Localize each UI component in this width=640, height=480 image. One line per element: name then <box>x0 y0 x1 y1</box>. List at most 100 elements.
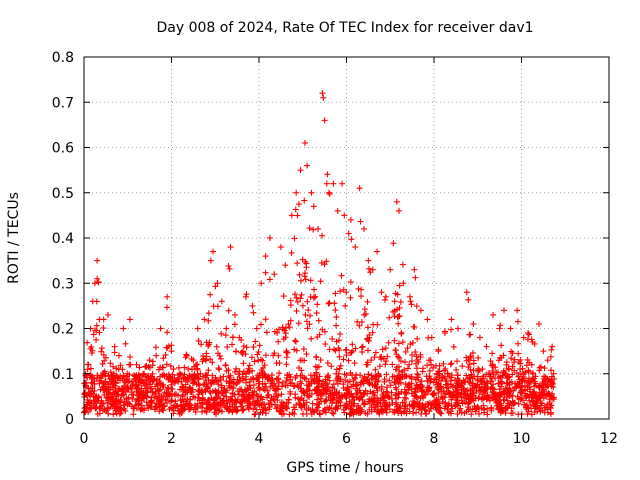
data-point-cloud <box>389 400 396 407</box>
data-point-cloud <box>440 360 447 367</box>
data-point-cloud <box>349 394 356 401</box>
data-point-cloud <box>266 276 273 283</box>
data-point-cloud <box>536 364 543 371</box>
data-point-cloud <box>326 190 333 197</box>
data-point-cloud <box>454 358 461 365</box>
data-point-cloud <box>258 321 265 328</box>
data-point <box>105 311 112 318</box>
data-point-cloud <box>140 380 147 387</box>
data-point-cloud <box>209 359 216 366</box>
data-point <box>501 307 507 314</box>
data-point-cloud <box>276 370 283 377</box>
data-point-cloud <box>535 404 542 411</box>
data-point-cloud <box>548 402 555 409</box>
data-point <box>242 293 249 300</box>
data-point-cloud <box>185 406 192 413</box>
data-point-cloud <box>448 374 455 381</box>
data-point-cloud <box>143 399 150 406</box>
data-point-cloud <box>286 324 293 331</box>
data-point-cloud <box>200 381 207 388</box>
data-point-cloud <box>291 291 298 298</box>
data-point-cloud <box>230 385 237 392</box>
data-point-cloud <box>469 349 476 356</box>
data-point <box>323 180 330 187</box>
data-point-cloud <box>444 370 451 377</box>
data-point <box>400 280 407 287</box>
data-point-cloud <box>459 363 466 370</box>
data-point-cloud <box>510 401 517 408</box>
data-point-cloud <box>135 390 142 397</box>
data-point-cloud <box>528 336 535 343</box>
data-point-cloud <box>515 373 522 380</box>
data-point <box>277 244 284 251</box>
data-point-cloud <box>347 294 354 301</box>
data-point-cloud <box>441 328 448 335</box>
data-point-cloud <box>137 377 144 384</box>
data-point-cloud <box>297 396 304 403</box>
data-point-cloud <box>307 372 314 379</box>
data-point-cloud <box>213 343 220 350</box>
data-point-cloud <box>397 379 404 386</box>
y-tick-label: 0 <box>65 412 74 428</box>
data-point-cloud <box>468 411 475 418</box>
data-point-cloud <box>514 318 521 325</box>
data-point-cloud <box>227 372 234 379</box>
data-point-cloud <box>465 296 472 303</box>
data-point-cloud <box>105 386 112 393</box>
data-point-cloud <box>366 400 373 407</box>
data-point-cloud <box>293 307 300 314</box>
data-point-cloud <box>135 386 142 393</box>
data-point-cloud <box>90 402 97 409</box>
data-point-cloud <box>426 367 433 374</box>
data-point-cloud <box>267 401 274 408</box>
data-point-cloud <box>305 307 312 314</box>
data-point-cloud <box>379 391 386 398</box>
data-point-cloud <box>391 379 398 386</box>
data-point-cloud <box>225 307 232 314</box>
data-point-cloud <box>265 391 272 398</box>
data-point-cloud <box>394 313 401 320</box>
data-point <box>455 325 462 332</box>
data-point-cloud <box>505 365 512 372</box>
data-point-cloud <box>547 392 554 399</box>
data-point-cloud <box>275 352 282 359</box>
data-point-cloud <box>378 386 385 393</box>
data-point <box>308 189 315 196</box>
data-point <box>393 198 400 205</box>
data-point-cloud <box>152 406 159 413</box>
data-point-cloud <box>302 258 309 265</box>
data-point-cloud <box>229 409 236 416</box>
data-point-cloud <box>238 336 245 343</box>
data-point-cloud <box>504 380 511 387</box>
data-point <box>253 325 260 332</box>
data-point-cloud <box>360 343 367 350</box>
data-point <box>262 253 269 260</box>
data-point-cloud <box>332 290 339 297</box>
data-point-cloud <box>350 411 357 418</box>
data-point-cloud <box>227 397 234 404</box>
data-point-cloud <box>194 361 201 368</box>
data-point-cloud <box>225 263 232 270</box>
data-point-cloud <box>368 395 375 402</box>
data-point-cloud <box>413 353 420 360</box>
data-point-cloud <box>381 296 388 303</box>
data-point-cloud <box>453 366 460 373</box>
data-point-cloud <box>408 301 415 308</box>
data-point <box>315 225 322 232</box>
data-point-cloud <box>127 361 134 368</box>
data-point-cloud <box>541 404 548 411</box>
data-point <box>120 325 127 332</box>
y-tick-label: 0.3 <box>52 276 74 292</box>
data-point-cloud <box>399 368 406 375</box>
data-point-cloud <box>314 374 321 381</box>
data-point-cloud <box>547 353 554 360</box>
data-point-cloud <box>110 398 117 405</box>
data-point-cloud <box>442 375 449 382</box>
data-point-cloud <box>387 382 394 389</box>
data-point-cloud <box>136 364 143 371</box>
data-point-cloud <box>108 371 115 378</box>
data-point-cloud <box>276 379 283 386</box>
data-point-cloud <box>120 402 127 409</box>
data-point-cloud <box>435 380 442 387</box>
data-point-cloud <box>531 409 538 416</box>
